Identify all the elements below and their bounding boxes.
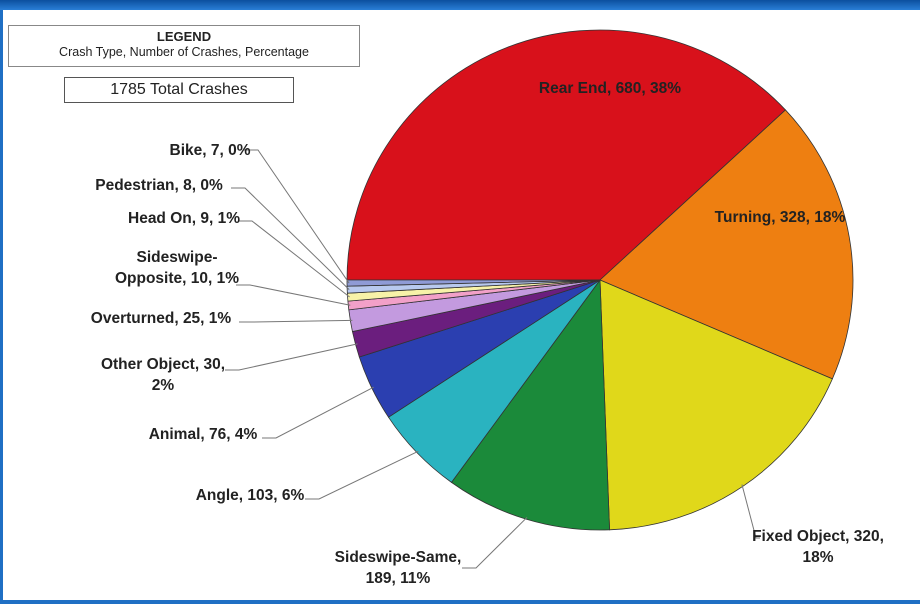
leader-line-animal — [262, 386, 374, 439]
total-crashes-box: 1785 Total Crashes — [64, 77, 294, 103]
data-label-line: 189, 11% — [366, 570, 431, 587]
data-label-line: Angle, 103, 6% — [196, 487, 305, 504]
pie-labels: Rear End, 680, 38% Turning, 328, 18% Fixed… — [91, 80, 884, 587]
pie-slice-sideswipe-same — [450, 278, 610, 531]
data-label-line: Turning, 328, 18% — [715, 209, 846, 226]
leader-line-overturned — [239, 319, 353, 323]
legend-subtitle: Crash Type, Number of Crashes, Percentag… — [59, 45, 309, 59]
leader-line-other-object — [225, 343, 358, 371]
data-label-line: Opposite, 10, 1% — [115, 270, 239, 287]
data-label-line: Bike, 7, 0% — [170, 142, 251, 159]
pie-slice-turning — [599, 109, 854, 380]
title-bar — [0, 0, 920, 10]
data-label-other-object: Other Object, 30, 2% — [101, 356, 225, 394]
data-label-rear-end: Rear End, 680, 38% — [539, 80, 681, 97]
data-label-fixed-object: Fixed Object, 320, 18% — [752, 528, 884, 566]
data-label-line: Pedestrian, 8, 0% — [95, 177, 223, 194]
data-label-line: Overturned, 25, 1% — [91, 310, 232, 327]
data-label-line: Animal, 76, 4% — [149, 426, 258, 443]
pie-slice-rear-end — [346, 29, 787, 281]
data-label-line: Sideswipe-Same, — [335, 549, 462, 566]
leader-line-angle — [305, 450, 419, 500]
data-label-line: Rear End, 680, 38% — [539, 80, 681, 97]
data-label-angle: Angle, 103, 6% — [196, 487, 305, 504]
data-label-overturned: Overturned, 25, 1% — [91, 310, 232, 327]
data-label-line: Fixed Object, 320, — [752, 528, 884, 545]
data-label-line: Other Object, 30, — [101, 356, 225, 373]
data-label-line: 2% — [152, 377, 175, 394]
leader-line-head-on — [238, 220, 350, 298]
data-label-line: Sideswipe- — [137, 249, 218, 266]
pie-slices — [346, 29, 854, 531]
data-label-sideswipe-opposite: Sideswipe- Opposite, 10, 1% — [115, 249, 239, 287]
leader-line-sideswipe-opposite — [236, 284, 351, 306]
leader-line-bike — [244, 149, 350, 284]
data-label-head-on: Head On, 9, 1% — [128, 210, 240, 227]
leader-line-fixed-object — [741, 484, 760, 539]
data-label-pedestrian: Pedestrian, 8, 0% — [95, 177, 223, 194]
legend-title: LEGEND — [156, 29, 212, 44]
data-label-sideswipe-same: Sideswipe-Same, 189, 11% — [335, 549, 462, 587]
legend-box: LEGEND Crash Type, Number of Crashes, Pe… — [8, 25, 360, 67]
pie-slice-fixed-object — [599, 279, 833, 531]
data-label-line: Head On, 9, 1% — [128, 210, 240, 227]
leader-line-sideswipe-same — [462, 516, 528, 569]
data-label-bike: Bike, 7, 0% — [170, 142, 251, 159]
data-label-animal: Animal, 76, 4% — [149, 426, 258, 443]
pie-leader-lines — [225, 149, 760, 569]
leader-line-pedestrian — [231, 187, 350, 290]
data-label-line: 18% — [802, 549, 833, 566]
data-label-turning: Turning, 328, 18% — [715, 209, 846, 226]
